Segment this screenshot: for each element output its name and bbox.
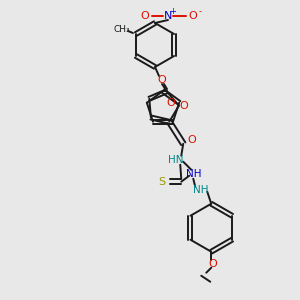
Text: +: + [169, 8, 176, 16]
Text: O: O [167, 98, 176, 108]
Text: O: O [158, 75, 166, 85]
Text: NH: NH [193, 185, 208, 195]
Text: O: O [189, 11, 197, 21]
Text: HN: HN [167, 155, 183, 165]
Text: O: O [208, 259, 217, 269]
Text: CH₃: CH₃ [114, 25, 130, 34]
Text: -: - [199, 8, 202, 16]
Text: S: S [159, 177, 166, 187]
Text: NH: NH [185, 169, 201, 179]
Text: O: O [187, 135, 196, 145]
Text: O: O [180, 100, 188, 111]
Text: O: O [141, 11, 149, 21]
Text: N: N [164, 11, 172, 21]
